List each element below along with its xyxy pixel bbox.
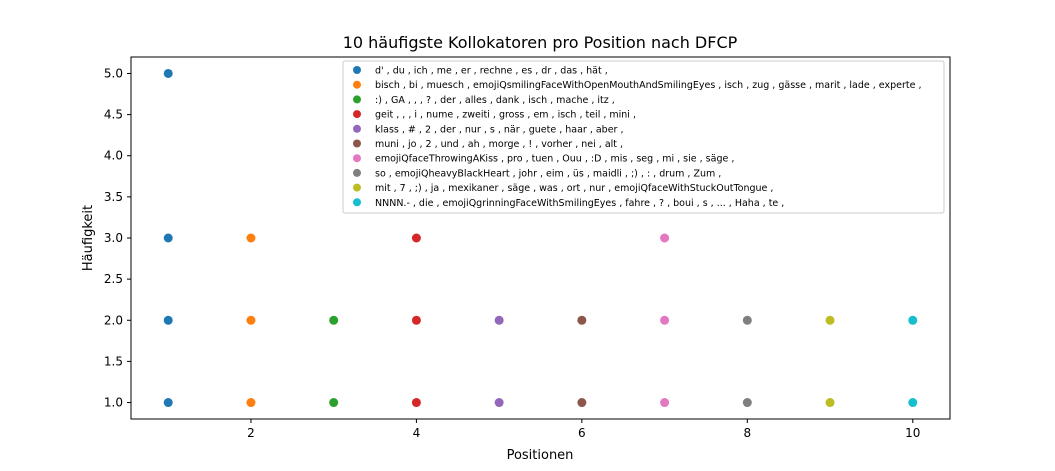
data-point-series-1: [163, 68, 173, 78]
data-point-series-7: [660, 315, 670, 325]
y-tick-label: 1.5: [104, 354, 123, 368]
legend-label-series-7: emojiQfaceThrowingAKiss , pro , tuen , O…: [375, 154, 734, 165]
data-point-series-6: [577, 315, 587, 325]
data-point-series-8: [742, 398, 752, 408]
legend-marker-series-1: [353, 66, 361, 74]
y-tick-label: 4.5: [104, 108, 123, 122]
legend-marker-series-3: [353, 95, 361, 104]
y-tick-label: 3.0: [104, 231, 123, 245]
y-tick-label: 4.0: [104, 149, 123, 163]
legend-box: [342, 60, 945, 214]
data-point-series-9: [825, 315, 835, 325]
legend-marker-series-10: [353, 198, 361, 207]
legend-label-series-3: :) , GA , , , ? , der , alles , dank , i…: [375, 95, 615, 106]
legend-label-series-2: bisch , bi , muesch , emojiQsmilingFaceW…: [375, 80, 921, 91]
data-point-series-4: [411, 398, 421, 408]
legend-marker-series-9: [353, 183, 361, 192]
legend-marker-series-8: [353, 168, 361, 177]
y-tick-label: 2.5: [104, 272, 123, 286]
data-point-series-4: [411, 315, 421, 325]
data-points: [163, 68, 918, 408]
x-tick-label: 10: [905, 426, 920, 440]
data-point-series-9: [825, 398, 835, 408]
y-tick-label: 5.0: [104, 66, 123, 80]
legend-marker-series-4: [353, 110, 361, 119]
chart-title: 10 häufigste Kollokatoren pro Position n…: [343, 33, 738, 52]
data-point-series-1: [163, 315, 173, 325]
data-point-series-2: [246, 315, 256, 325]
data-point-series-5: [494, 398, 504, 408]
data-point-series-10: [908, 315, 918, 325]
legend-label-series-10: NNNN.- , die , emojiQgrinningFaceWithSmi…: [375, 198, 784, 209]
legend: d' , du , ich , me , er , rechne , es , …: [342, 60, 945, 214]
data-point-series-2: [246, 398, 256, 408]
data-point-series-4: [411, 233, 421, 243]
y-tick-label: 3.5: [104, 190, 123, 204]
legend-label-series-9: mit , 7 , ;) , ja , mexikaner , säge , w…: [375, 183, 773, 194]
y-tick-label: 2.0: [104, 313, 123, 327]
legend-marker-series-5: [353, 124, 361, 133]
x-axis-ticks: 2 4 6 8 10: [247, 419, 920, 440]
legend-marker-series-7: [353, 154, 361, 163]
data-point-series-1: [163, 398, 173, 408]
x-axis-label: Positionen: [507, 448, 574, 463]
data-point-series-5: [494, 315, 504, 325]
legend-items: d' , du , ich , me , er , rechne , es , …: [353, 66, 921, 209]
legend-label-series-4: geit , , , i , nume , zweiti , gross , e…: [375, 110, 636, 121]
data-point-series-2: [246, 233, 256, 243]
legend-label-series-8: so , emojiQheavyBlackHeart , johr , eim …: [375, 168, 721, 179]
data-point-series-3: [329, 315, 339, 325]
y-axis-label: Häufigkeit: [81, 205, 96, 271]
data-point-series-7: [660, 398, 670, 408]
data-point-series-3: [329, 398, 339, 408]
legend-label-series-1: d' , du , ich , me , er , rechne , es , …: [375, 66, 608, 77]
y-tick-label: 1.0: [104, 396, 123, 410]
y-axis-ticks: 1.0 1.5 2.0 2.5 3.0 3.5 4.0 4.5 5.0: [104, 66, 131, 410]
x-tick-label: 6: [578, 426, 586, 440]
data-point-series-8: [742, 315, 752, 325]
x-tick-label: 4: [413, 426, 421, 440]
data-point-series-1: [163, 233, 173, 243]
x-tick-label: 2: [247, 426, 255, 440]
legend-marker-series-2: [353, 80, 361, 89]
data-point-series-7: [660, 233, 670, 243]
x-tick-label: 8: [743, 426, 751, 440]
legend-label-series-5: klass , # , 2 , der , nur , s , när , gu…: [375, 124, 624, 135]
legend-marker-series-6: [353, 139, 361, 148]
legend-label-series-6: muni , jo , 2 , und , ah , morge , ! , v…: [375, 139, 623, 150]
data-point-series-6: [577, 398, 587, 408]
data-point-series-10: [908, 398, 918, 408]
